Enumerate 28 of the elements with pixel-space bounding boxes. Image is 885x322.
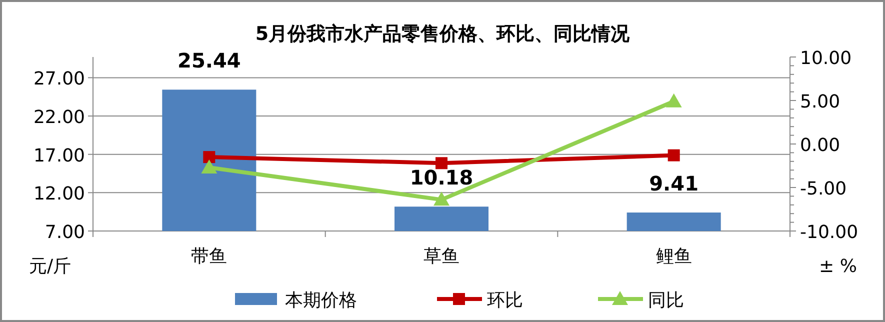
legend-label: 同比: [648, 290, 684, 311]
y-tick-label: 27.00: [33, 68, 85, 90]
x-tick-label: 草鱼: [424, 246, 460, 267]
data-label: 25.44: [178, 48, 241, 73]
y-tick-label: 12.00: [33, 184, 85, 205]
y-tick-label: 22.00: [33, 107, 85, 128]
point: [203, 151, 216, 164]
y2-axis-title: ± %: [819, 256, 857, 277]
data-label: 10.18: [410, 166, 474, 190]
x-tick-label: 带鱼: [191, 246, 228, 267]
point: [434, 192, 450, 206]
y-tick-label: 7.00: [44, 222, 85, 243]
legend-label: 本期价格: [285, 290, 357, 311]
legend-label: 环比: [487, 290, 523, 311]
y2-tick-label: 0.00: [800, 135, 840, 156]
chart-title: 5月份我市水产品零售价格、环比、同比情况: [255, 23, 631, 45]
y2-tick-label: -5.00: [800, 178, 847, 200]
point: [201, 159, 218, 174]
y2-tick-label: 10.00: [800, 48, 852, 69]
y2-tick-label: 5.00: [800, 92, 840, 112]
y2-tick-label: -10.00: [800, 222, 858, 243]
point: [668, 149, 680, 162]
data-label: 9.41: [649, 172, 699, 196]
point: [666, 93, 682, 108]
x-tick-label: 鲤鱼: [656, 246, 692, 267]
y-axis-title: 元/斤: [28, 256, 72, 277]
y-tick-label: 17.00: [33, 145, 85, 166]
point: [436, 157, 448, 170]
